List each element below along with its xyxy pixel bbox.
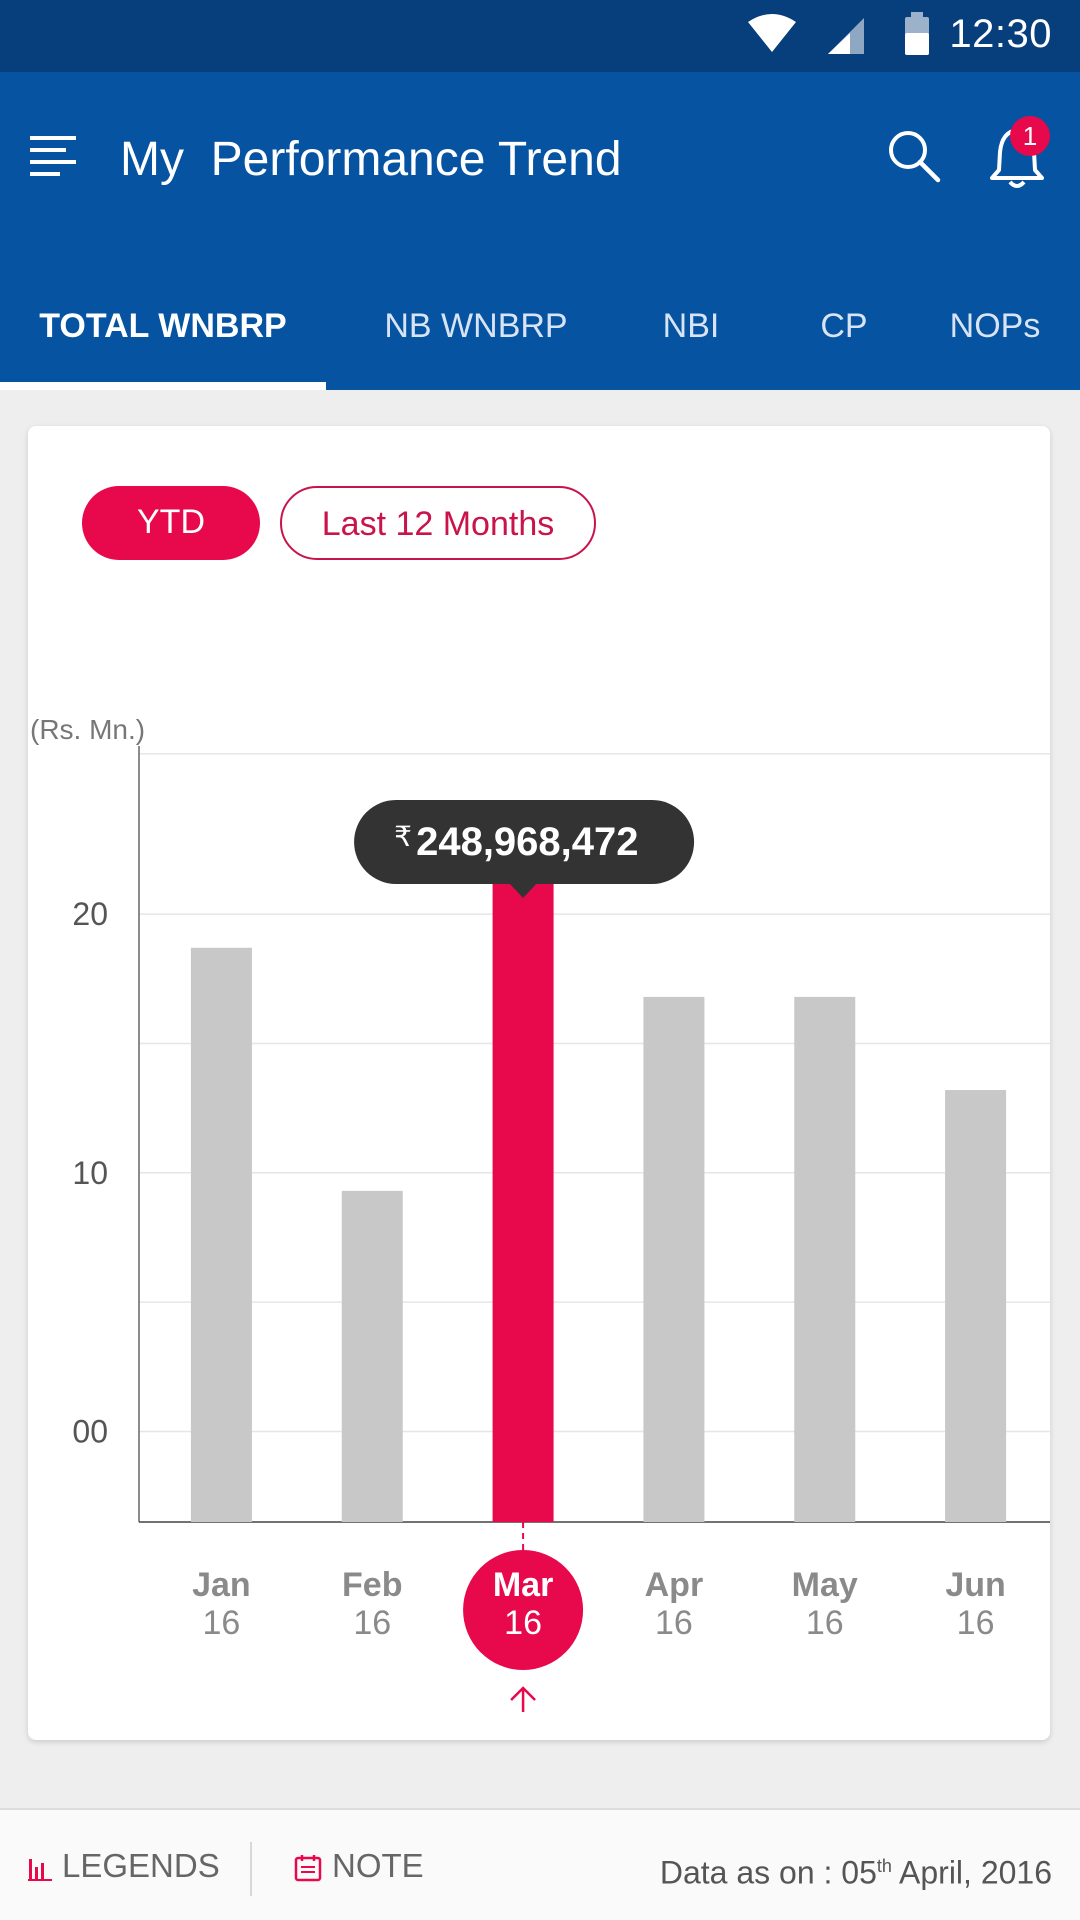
selected-month-circle <box>463 1550 584 1670</box>
bar-feb <box>341 1190 403 1522</box>
x-tick-month: Feb <box>342 1566 402 1604</box>
x-tick-month: May <box>792 1566 858 1604</box>
tooltip-pointer <box>509 883 538 898</box>
bar-mar <box>492 862 554 1522</box>
app-bar: My Performance Trend <box>0 72 1080 390</box>
x-tick-month: Apr <box>645 1566 704 1604</box>
tab-nbi[interactable]: NBI <box>662 307 720 345</box>
y-tick-label: 20 <box>72 896 108 932</box>
data-as-on: Data as on : 05th April, 2016 <box>660 1810 1052 1920</box>
bar-apr <box>643 996 705 1522</box>
tab-cp[interactable]: CP <box>820 307 868 345</box>
x-tick-month: Jan <box>192 1566 251 1604</box>
x-tick-month: Jun <box>945 1566 1005 1604</box>
y-axis-unit-label: (Rs. Mn.) <box>30 714 145 745</box>
chart-card: YTD Last 12 Months (Rs. Mn.) 20 10 00 Jan 16… <box>28 426 1050 1740</box>
tooltip-value: 248,968,472 <box>416 820 638 864</box>
note-icon <box>294 1855 322 1882</box>
x-tick-year: 16 <box>655 1604 693 1642</box>
signal-icon <box>828 18 864 54</box>
legends-icon <box>28 1859 52 1882</box>
status-bar: 12:30 <box>0 0 1080 72</box>
tab-indicator <box>0 382 326 390</box>
bar-chart: (Rs. Mn.) 201000Jan16Feb16Mar16Apr16May1… <box>30 714 1050 1712</box>
data-as-on-suffix: April, 2016 <box>891 1854 1052 1891</box>
wifi-icon <box>748 14 796 52</box>
last-12-months-button[interactable]: Last 12 Months <box>280 486 596 560</box>
data-as-on-prefix: Data as on : 05 <box>659 1854 877 1891</box>
x-tick-year: 16 <box>203 1604 241 1642</box>
bar-may <box>794 996 856 1522</box>
bar-jun <box>945 1090 1007 1522</box>
bottom-bar-divider <box>250 1842 252 1896</box>
tooltip-bubble <box>354 800 695 884</box>
x-tick-month: Mar <box>493 1566 553 1604</box>
x-tick-year: 16 <box>504 1604 542 1642</box>
tab-bar: TOTAL WNBRP NB WNBRP NBI CP NOPs <box>0 288 1080 390</box>
note-label: NOTE <box>332 1847 424 1884</box>
x-tick-year: 16 <box>957 1604 995 1642</box>
data-as-on-sup: th <box>876 1856 892 1876</box>
x-tick-year: 16 <box>353 1604 391 1642</box>
menu-icon[interactable] <box>28 130 80 180</box>
tab-nb-wnbrp[interactable]: NB WNBRP <box>384 307 568 345</box>
ytd-button[interactable]: YTD <box>82 486 260 560</box>
bottom-bar: LEGENDS NOTE Data as on : 05th April, 20… <box>0 1808 1080 1920</box>
legends-button[interactable]: LEGENDS <box>28 1810 220 1920</box>
note-button[interactable]: NOTE <box>294 1810 424 1920</box>
arrow-up-icon <box>510 1686 536 1712</box>
x-tick-year: 16 <box>806 1604 844 1642</box>
legends-label: LEGENDS <box>62 1847 220 1884</box>
tooltip-currency: ₹ <box>394 821 412 852</box>
tab-total-wnbrp[interactable]: TOTAL WNBRP <box>39 307 287 345</box>
bar-jan <box>190 947 252 1522</box>
y-tick-label: 00 <box>72 1413 108 1449</box>
tab-nops[interactable]: NOPs <box>949 307 1041 345</box>
y-tick-label: 10 <box>72 1155 108 1191</box>
search-icon[interactable] <box>886 128 942 184</box>
battery-icon <box>905 12 929 55</box>
page-title: My Performance Trend <box>120 133 622 186</box>
status-time: 12:30 <box>949 12 1052 56</box>
notification-badge: 1 <box>1010 116 1050 156</box>
